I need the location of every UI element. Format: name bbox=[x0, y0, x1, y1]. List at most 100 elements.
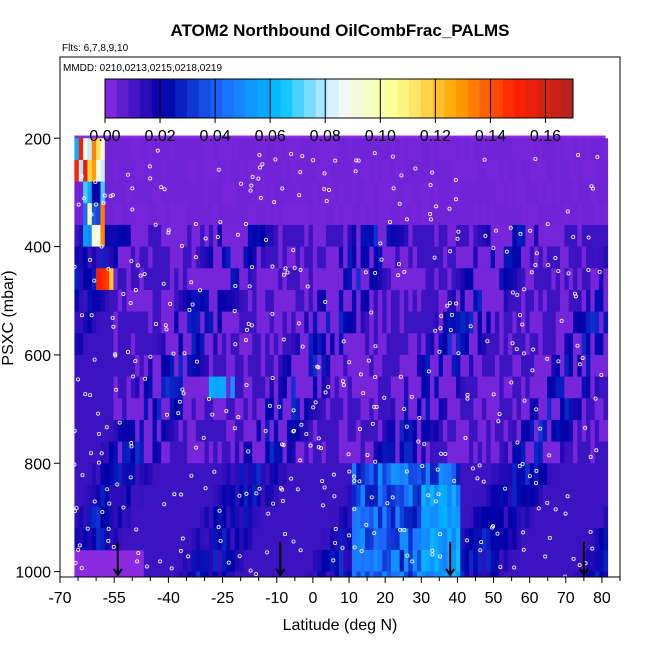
heatmap-cell bbox=[560, 528, 565, 551]
heatmap-cell bbox=[213, 376, 218, 399]
heatmap-cell bbox=[161, 419, 166, 442]
heatmap-cell bbox=[78, 203, 84, 226]
heatmap-cell bbox=[390, 333, 396, 356]
heatmap-cell bbox=[494, 484, 500, 507]
heatmap-cell bbox=[161, 333, 166, 356]
heatmap-cell bbox=[421, 398, 427, 421]
heatmap-cell bbox=[113, 463, 119, 486]
heatmap-cell bbox=[555, 506, 561, 529]
heatmap-cell bbox=[217, 484, 223, 507]
heatmap-cell bbox=[347, 203, 353, 226]
heatmap-cell bbox=[213, 506, 218, 529]
heatmap-cell bbox=[408, 441, 414, 464]
sample-marker bbox=[203, 486, 208, 491]
heatmap-cell bbox=[126, 311, 132, 334]
heatmap-cell bbox=[560, 268, 565, 291]
heatmap-cell bbox=[577, 484, 583, 507]
sample-marker bbox=[239, 181, 244, 186]
heatmap-cell bbox=[152, 549, 158, 572]
heatmap-cell bbox=[96, 246, 101, 269]
sample-marker bbox=[531, 347, 536, 352]
heatmap-cell bbox=[165, 549, 171, 572]
heatmap-cell bbox=[386, 138, 392, 161]
heatmap-cell bbox=[455, 398, 461, 421]
heatmap-cell bbox=[403, 354, 409, 377]
heatmap-cell bbox=[221, 181, 227, 204]
heatmap-cell bbox=[590, 289, 596, 312]
heatmap-cell bbox=[503, 311, 509, 334]
heatmap-cell bbox=[247, 268, 253, 291]
heatmap-cell bbox=[265, 311, 270, 334]
heatmap-cell bbox=[521, 549, 526, 572]
heatmap-cell bbox=[252, 441, 257, 464]
heatmap-cell bbox=[468, 376, 474, 399]
heatmap-cell bbox=[165, 419, 171, 442]
heatmap-cell bbox=[256, 484, 262, 507]
heatmap-cell bbox=[148, 224, 153, 247]
heatmap-cell bbox=[100, 463, 106, 486]
heatmap-cell bbox=[473, 549, 479, 572]
heatmap-cell bbox=[260, 224, 266, 247]
heatmap-cell bbox=[182, 268, 188, 291]
heatmap-cell bbox=[265, 224, 270, 247]
heatmap-cell bbox=[564, 571, 570, 578]
heatmap-cell bbox=[594, 376, 600, 399]
heatmap-cell bbox=[425, 441, 431, 464]
heatmap-cell bbox=[117, 354, 123, 377]
heatmap-cell bbox=[213, 398, 218, 421]
heatmap-cell bbox=[395, 419, 401, 442]
heatmap-cell bbox=[338, 484, 344, 507]
heatmap-cell bbox=[503, 268, 509, 291]
heatmap-cell bbox=[122, 528, 127, 551]
heatmap-cell bbox=[586, 289, 591, 312]
heatmap-cell bbox=[295, 419, 301, 442]
heatmap-cell bbox=[425, 138, 431, 161]
heatmap-cell bbox=[91, 528, 97, 551]
heatmap-cell bbox=[438, 419, 444, 442]
heatmap-cell bbox=[130, 376, 136, 399]
colorbar-segment bbox=[257, 79, 270, 118]
heatmap-cell bbox=[442, 376, 448, 399]
heatmap-cell bbox=[208, 224, 214, 247]
heatmap-cell bbox=[87, 224, 93, 247]
heatmap-cell bbox=[364, 333, 370, 356]
heatmap-cell bbox=[460, 354, 466, 377]
heatmap-cell bbox=[434, 224, 440, 247]
heatmap-cell bbox=[182, 484, 188, 507]
heatmap-cell bbox=[256, 506, 262, 529]
heatmap-cell bbox=[581, 333, 587, 356]
heatmap-cell bbox=[174, 268, 179, 291]
heatmap-cell bbox=[169, 571, 175, 578]
heatmap-cell bbox=[577, 203, 583, 226]
heatmap-cell bbox=[234, 138, 240, 161]
heatmap-cell bbox=[87, 484, 93, 507]
heatmap-cell bbox=[286, 549, 292, 572]
heatmap-cell bbox=[96, 354, 101, 377]
heatmap-cell bbox=[455, 484, 461, 507]
heatmap-cell bbox=[135, 376, 140, 399]
heatmap-cell bbox=[330, 528, 335, 551]
heatmap-cell bbox=[226, 463, 231, 486]
heatmap-cell bbox=[299, 159, 305, 182]
heatmap-cell bbox=[525, 311, 531, 334]
heatmap-cell bbox=[269, 506, 275, 529]
heatmap-cell bbox=[538, 289, 544, 312]
sample-marker bbox=[390, 154, 395, 159]
heatmap-cell bbox=[408, 159, 414, 182]
heatmap-cell bbox=[486, 376, 492, 399]
heatmap-cell bbox=[130, 268, 136, 291]
heatmap-cell bbox=[299, 571, 305, 578]
sample-marker bbox=[465, 396, 470, 401]
heatmap-cell bbox=[347, 398, 353, 421]
heatmap-cell bbox=[213, 484, 218, 507]
heatmap-cell bbox=[577, 289, 583, 312]
heatmap-cell bbox=[208, 376, 214, 399]
heatmap-cell bbox=[386, 268, 392, 291]
sample-marker bbox=[503, 486, 508, 491]
colorbar-segment bbox=[444, 79, 457, 118]
heatmap-cell bbox=[234, 549, 240, 572]
heatmap-cell bbox=[161, 441, 166, 464]
heatmap-cell bbox=[412, 311, 418, 334]
heatmap-cell bbox=[338, 138, 344, 161]
heatmap-cell bbox=[226, 138, 231, 161]
